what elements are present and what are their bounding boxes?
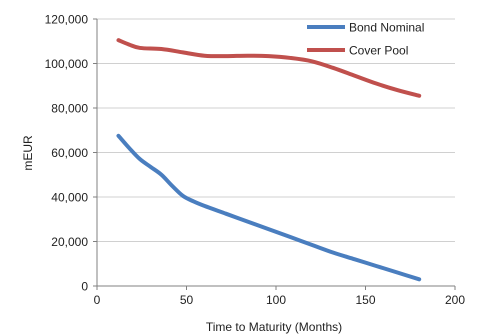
legend: Bond Nominal Cover Pool — [307, 21, 424, 58]
y-tick-labels: 0 20,000 40,000 60,000 80,000 100,000 120,000 — [45, 13, 89, 294]
series-line-bond-nominal — [116, 133, 422, 282]
y-tick-label: 80,000 — [51, 102, 88, 116]
x-tick-label: 100 — [266, 293, 286, 307]
grid-lines — [97, 18, 455, 242]
series-lines — [116, 38, 422, 282]
legend-label-cover-pool: Cover Pool — [349, 44, 408, 58]
y-tick-label: 20,000 — [51, 235, 88, 249]
y-tick-label: 60,000 — [51, 146, 88, 160]
series-line-cover-pool — [116, 38, 422, 98]
y-axis-label: mEUR — [21, 135, 35, 171]
y-tick-label: 0 — [81, 280, 88, 294]
x-axis-label: Time to Maturity (Months) — [206, 320, 342, 334]
x-tick-label: 150 — [355, 293, 375, 307]
x-tick-label: 50 — [180, 293, 194, 307]
axes — [93, 18, 456, 290]
legend-label-bond-nominal: Bond Nominal — [349, 21, 424, 35]
y-tick-label: 40,000 — [51, 191, 88, 205]
x-tick-labels: 0 50 100 150 200 — [94, 293, 466, 307]
x-tick-label: 0 — [94, 293, 101, 307]
y-tick-label: 100,000 — [45, 57, 89, 71]
x-tick-label: 200 — [445, 293, 465, 307]
y-tick-label: 120,000 — [45, 13, 89, 27]
